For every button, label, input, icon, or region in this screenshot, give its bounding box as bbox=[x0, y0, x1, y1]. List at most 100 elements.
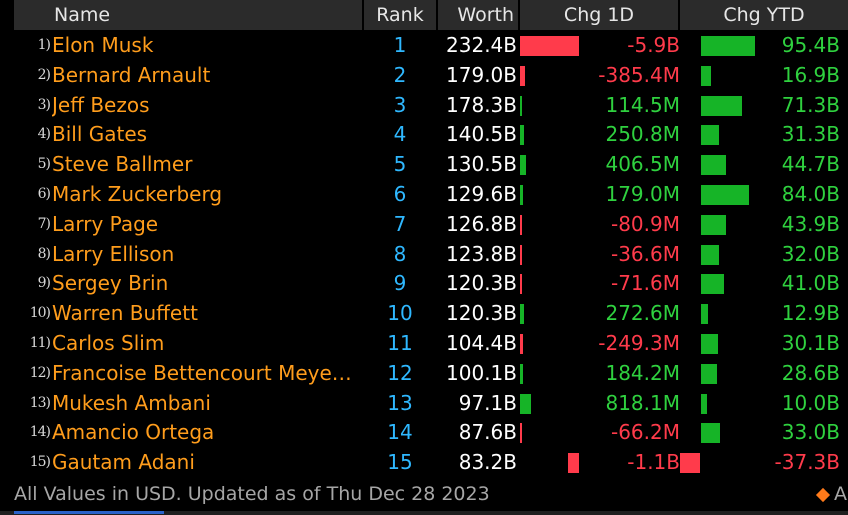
column-header-name[interactable]: Name bbox=[14, 0, 362, 30]
table-row[interactable]: 2) Bernard Arnault 2 179.0B -385.4M 16.9B bbox=[0, 61, 848, 91]
row-number: 12) bbox=[29, 364, 51, 381]
bottom-scrollbar-track[interactable] bbox=[0, 511, 848, 515]
chg-ytd-value: 41.0B bbox=[781, 271, 840, 296]
person-name-link[interactable]: Mark Zuckerberg bbox=[52, 182, 223, 206]
person-name-link[interactable]: Mukesh Ambani bbox=[52, 390, 211, 415]
table-row[interactable]: 11) Carlos Slim 11 104.4B -249.3M 30.1B bbox=[0, 329, 848, 359]
person-name-link[interactable]: Amancio Ortega bbox=[52, 420, 215, 445]
table-row[interactable]: 13) Mukesh Ambani 13 97.1B 818.1M 10.0B bbox=[0, 389, 848, 419]
chg-ytd-bar bbox=[701, 125, 719, 146]
table-row[interactable]: 9) Sergey Brin 9 120.3B -71.6M 41.0B bbox=[0, 269, 848, 299]
person-name-link[interactable]: Gautam Adani bbox=[52, 450, 195, 475]
chg-1d-bar bbox=[520, 393, 532, 414]
table-row[interactable]: 3) Jeff Bezos 3 178.3B 114.5M 71.3B bbox=[0, 91, 848, 121]
chg-ytd-bar bbox=[701, 95, 742, 116]
column-header-chg-1d[interactable]: Chg 1D bbox=[520, 0, 678, 30]
rank-value: 11 bbox=[387, 331, 413, 355]
person-name-link[interactable]: Larry Page bbox=[52, 211, 159, 236]
row-number: 14) bbox=[29, 424, 51, 441]
row-number: 8) bbox=[37, 245, 51, 262]
table-row[interactable]: 15) Gautam Adani 15 83.2B -1.1B -37.3B bbox=[0, 448, 848, 478]
row-number: 2) bbox=[37, 66, 51, 83]
row-number: 10) bbox=[29, 305, 51, 322]
table-row[interactable]: 14) Amancio Ortega 14 87.6B -66.2M 33.0B bbox=[0, 418, 848, 448]
chg-ytd-bar bbox=[701, 244, 720, 265]
person-name-link[interactable]: Sergey Brin bbox=[52, 271, 169, 296]
row-number: 1) bbox=[37, 37, 51, 53]
column-header-chg-ytd[interactable]: Chg YTD bbox=[680, 0, 848, 30]
rank-value: 4 bbox=[393, 122, 407, 147]
table-row[interactable]: 5) Steve Ballmer 5 130.5B 406.5M 44.7B bbox=[0, 150, 848, 180]
rank-value: 8 bbox=[393, 241, 407, 266]
chg-1d-value: -385.4M bbox=[598, 62, 680, 87]
chg-ytd-value: 43.9B bbox=[781, 211, 840, 236]
chg-1d-value: -5.9B bbox=[627, 33, 680, 57]
row-number: 13) bbox=[29, 394, 51, 411]
chg-ytd-bar bbox=[701, 334, 719, 354]
rank-value: 5 bbox=[393, 152, 407, 177]
chg-1d-value: 818.1M bbox=[605, 390, 680, 415]
table-row[interactable]: 6) Mark Zuckerberg 6 129.6B 179.0M 84.0B bbox=[0, 180, 848, 210]
column-header-rank[interactable]: Rank bbox=[364, 0, 436, 30]
row-number: 7) bbox=[37, 215, 51, 232]
bottom-scrollbar-thumb[interactable] bbox=[14, 511, 164, 514]
person-name-link[interactable]: Francoise Bettencourt Meye… bbox=[52, 360, 352, 385]
worth-value: 232.4B bbox=[446, 33, 517, 57]
chg-ytd-bar bbox=[701, 363, 718, 384]
table-row[interactable]: 4) Bill Gates 4 140.5B 250.8M 31.3B bbox=[0, 120, 848, 150]
table-row[interactable]: 1) Elon Musk 1 232.4B -5.9B 95.4B bbox=[0, 31, 848, 61]
header-divider bbox=[362, 0, 364, 30]
table-row[interactable]: 12) Francoise Bettencourt Meye… 12 100.1B 18… bbox=[0, 359, 848, 389]
chg-1d-bar bbox=[520, 185, 523, 205]
worth-value: 126.8B bbox=[446, 211, 517, 236]
worth-value: 83.2B bbox=[458, 450, 517, 475]
corner-letter: A bbox=[834, 483, 847, 505]
chg-1d-bar bbox=[520, 334, 524, 354]
table-row[interactable]: 10) Warren Buffett 10 120.3B 272.6M 12.9B bbox=[0, 299, 848, 329]
header-divider bbox=[518, 0, 520, 30]
worth-value: 123.8B bbox=[446, 241, 517, 266]
person-name-link[interactable]: Warren Buffett bbox=[52, 301, 198, 326]
person-name-link[interactable]: Carlos Slim bbox=[52, 331, 165, 355]
chg-ytd-value: -37.3B bbox=[774, 450, 840, 475]
chg-1d-value: -71.6M bbox=[610, 271, 680, 296]
chg-ytd-value: 16.9B bbox=[781, 62, 840, 87]
person-name-link[interactable]: Bill Gates bbox=[52, 122, 148, 147]
row-number: 6) bbox=[37, 186, 51, 202]
diamond-icon bbox=[815, 487, 831, 503]
worth-value: 130.5B bbox=[446, 152, 517, 177]
chg-1d-value: 184.2M bbox=[605, 360, 680, 385]
chg-1d-bar bbox=[520, 274, 522, 295]
table-row[interactable]: 7) Larry Page 7 126.8B -80.9M 43.9B bbox=[0, 210, 848, 240]
header-divider bbox=[436, 0, 438, 30]
worth-value: 120.3B bbox=[446, 271, 517, 296]
worth-value: 87.6B bbox=[458, 420, 517, 445]
chg-1d-bar bbox=[520, 304, 524, 325]
person-name-link[interactable]: Steve Ballmer bbox=[52, 152, 193, 177]
chg-1d-bar bbox=[520, 244, 522, 265]
chg-ytd-value: 28.6B bbox=[781, 360, 840, 385]
chg-ytd-bar bbox=[701, 393, 707, 414]
person-name-link[interactable]: Elon Musk bbox=[52, 33, 154, 57]
chg-1d-value: -249.3M bbox=[598, 331, 680, 355]
chg-1d-bar bbox=[520, 423, 522, 444]
chg-1d-bar bbox=[520, 214, 522, 235]
column-header-worth[interactable]: Worth bbox=[438, 0, 518, 30]
person-name-link[interactable]: Bernard Arnault bbox=[52, 62, 211, 87]
chg-ytd-value: 84.0B bbox=[781, 182, 840, 206]
table-row[interactable]: 8) Larry Ellison 8 123.8B -36.6M 32.0B bbox=[0, 240, 848, 270]
person-name-link[interactable]: Jeff Bezos bbox=[52, 92, 150, 117]
rank-value: 7 bbox=[393, 211, 407, 236]
worth-value: 140.5B bbox=[446, 122, 517, 147]
row-number: 5) bbox=[37, 156, 51, 173]
row-number: 4) bbox=[37, 126, 51, 143]
chg-1d-value: 406.5M bbox=[605, 152, 680, 177]
chg-ytd-bar bbox=[701, 155, 727, 176]
table-header: Name Rank Worth Chg 1D Chg YTD bbox=[0, 0, 848, 32]
worth-value: 179.0B bbox=[446, 62, 517, 87]
rank-value: 15 bbox=[387, 450, 413, 475]
chg-1d-bar bbox=[520, 125, 524, 146]
chg-1d-bar bbox=[520, 363, 523, 384]
person-name-link[interactable]: Larry Ellison bbox=[52, 241, 175, 266]
rank-value: 14 bbox=[387, 420, 413, 445]
